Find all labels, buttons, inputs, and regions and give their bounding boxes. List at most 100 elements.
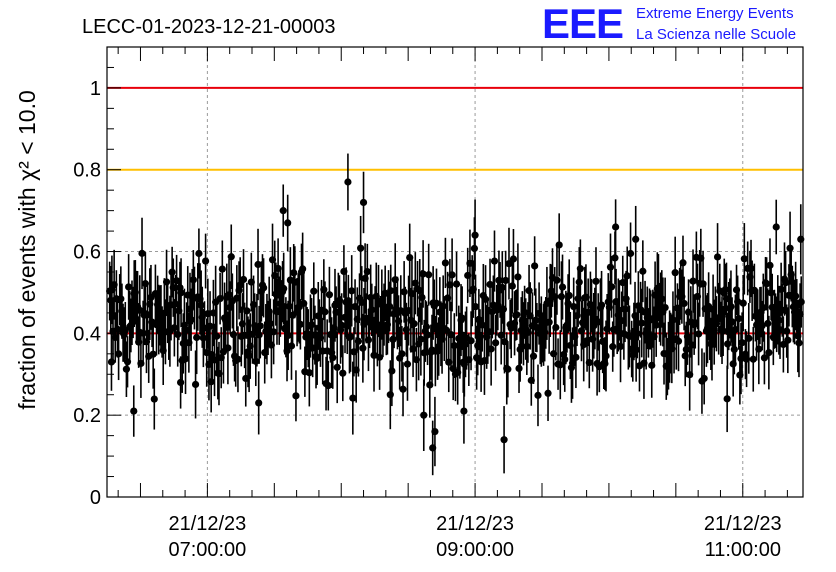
data-point (633, 329, 641, 338)
data-point (797, 298, 805, 306)
data-point (713, 253, 722, 261)
data-point (349, 394, 357, 402)
data-point (442, 326, 451, 334)
data-point (544, 389, 552, 397)
data-point (652, 321, 660, 329)
data-point (199, 334, 207, 342)
x-tick-date-1: 21/12/23 (436, 513, 514, 535)
y-tick-label-5: 1 (90, 78, 101, 100)
plot-frame (106, 46, 804, 498)
data-point (139, 329, 147, 337)
data-point (122, 365, 131, 373)
data-point (243, 307, 251, 315)
x-tick-time-1: 09:00:00 (436, 539, 514, 561)
data-point (170, 324, 178, 332)
data-point (724, 340, 732, 348)
data-point (597, 301, 606, 309)
data-point (740, 255, 748, 263)
data-point (213, 332, 221, 340)
data-point (329, 354, 337, 362)
x-tick-date-0: 21/12/23 (168, 513, 246, 535)
eee-logo: EEE Extreme Energy Events La Scienza nel… (542, 0, 796, 47)
data-point (765, 349, 773, 357)
data-point (202, 257, 210, 265)
data-point (292, 392, 300, 400)
data-point (602, 352, 610, 360)
data-point (417, 335, 425, 343)
data-point (287, 342, 296, 350)
data-point (357, 244, 365, 252)
data-point (555, 241, 563, 249)
data-point (561, 355, 569, 364)
data-point (162, 278, 171, 286)
data-point (386, 391, 394, 399)
chart-title: LECC-01-2023-12-21-00003 (82, 16, 336, 38)
data-point (490, 257, 499, 265)
data-point (621, 305, 629, 313)
data-point (274, 264, 282, 273)
data-point (671, 269, 679, 277)
data-point (639, 267, 647, 275)
data-point (425, 271, 433, 279)
data-point (284, 219, 292, 227)
data-point (728, 318, 736, 326)
data-point (498, 283, 506, 292)
data-point (418, 293, 426, 302)
data-point (669, 316, 677, 324)
data-point (174, 330, 182, 339)
data-point (313, 354, 321, 362)
data-point (777, 285, 785, 293)
data-point (403, 360, 412, 368)
data-point (458, 314, 466, 322)
data-point (364, 336, 373, 344)
data-point (747, 264, 755, 273)
data-point (181, 355, 190, 363)
data-point (760, 354, 769, 362)
data-point (290, 269, 298, 277)
data-point (339, 369, 347, 377)
data-point (387, 287, 395, 295)
data-point (612, 223, 620, 231)
data-point (255, 399, 263, 407)
data-point (795, 339, 803, 347)
data-point (513, 311, 521, 319)
data-point (270, 328, 278, 336)
data-point (558, 283, 567, 291)
data-point (431, 427, 439, 436)
data-point (514, 273, 522, 281)
data-point (305, 369, 313, 377)
data-point (420, 411, 428, 419)
grid-lines (107, 47, 803, 497)
data-point (608, 283, 616, 291)
data-point (189, 276, 197, 284)
data-point (452, 280, 461, 288)
data-point (419, 270, 427, 278)
data-point (255, 331, 263, 339)
data-point (763, 280, 771, 288)
data-point (661, 303, 669, 312)
data-point (115, 350, 123, 358)
data-point (515, 364, 523, 373)
data-point (735, 314, 743, 323)
data-point (626, 249, 635, 258)
data-point (206, 322, 214, 330)
data-point (422, 323, 431, 331)
data-point (299, 265, 307, 273)
data-point (256, 322, 264, 330)
data-point (632, 346, 640, 354)
x-tick-time-0: 07:00:00 (168, 539, 246, 561)
data-point (532, 316, 540, 324)
data-point (447, 331, 455, 339)
data-point (376, 353, 384, 361)
data-point (495, 276, 503, 284)
data-point (792, 292, 800, 300)
data-point (766, 261, 774, 269)
data-point (410, 320, 418, 328)
eee-logo-mark: EEE (542, 0, 623, 47)
data-point (310, 287, 318, 295)
data-point (556, 361, 564, 369)
data-point (368, 306, 376, 314)
data-point (386, 302, 394, 311)
data-point (177, 289, 185, 297)
data-point (321, 308, 329, 316)
